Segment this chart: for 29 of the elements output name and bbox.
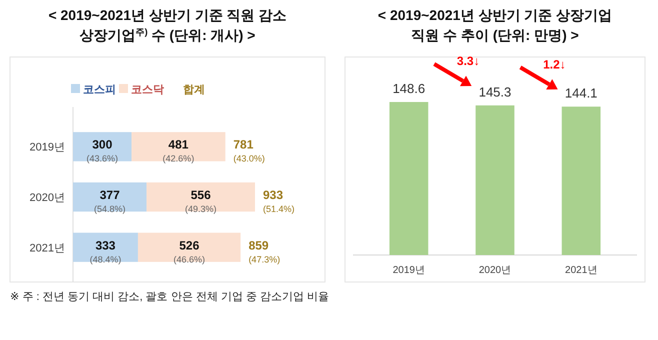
chart-title: < 2019~2021년 상반기 기준 상장기업 직원 수 추이 (단위: 만명) > — [378, 7, 612, 43]
legend-label: 코스피 — [83, 84, 116, 96]
data-label: 377 (54.8%) — [94, 188, 126, 214]
data-label: 300 (43.6%) — [86, 138, 118, 164]
y-tick-label: 2019년 — [30, 142, 65, 154]
data-label: 556 (49.3%) — [185, 188, 217, 214]
x-tick-label: 2020년 — [478, 265, 512, 276]
x-tick-label: 2019년 — [392, 265, 425, 276]
total-label: 859 (47.3%) — [248, 238, 280, 264]
data-label: 333 (48.4%) — [90, 238, 122, 264]
chart-title: < 2019~2021년 상반기 기준 직원 감소 상장기업$^{주)}$ 수 (단위: 개사) > — [48, 7, 287, 43]
total-label: 933 (51.4%) — [263, 188, 295, 214]
data-label: 148.6 — [392, 81, 426, 96]
legend-label: 코스닥 — [131, 84, 164, 96]
text: 3.3↓ — [456, 54, 480, 68]
x-tick-label: 2021년 — [565, 265, 598, 276]
bar — [146, 182, 255, 212]
data-label: 145.3 — [478, 84, 512, 100]
y-tick-label: 2020년 — [30, 192, 65, 204]
data-label: 526 (46.6%) — [174, 238, 206, 264]
data-label: 481 (42.6%) — [162, 138, 194, 164]
total-label: 781 (43.0%) — [233, 138, 265, 164]
bar — [73, 182, 147, 212]
text: ※ 주 : 전년 동기 대비 감소, 괄호 안은 전체 기업 중 감소기업 비율 — [10, 291, 330, 303]
data-label: 144.1 — [564, 86, 598, 101]
text: 합계 — [183, 84, 205, 96]
y-tick-label: 2021년 — [30, 242, 65, 254]
bar — [132, 132, 226, 162]
text: 1.2↓ — [543, 57, 566, 72]
